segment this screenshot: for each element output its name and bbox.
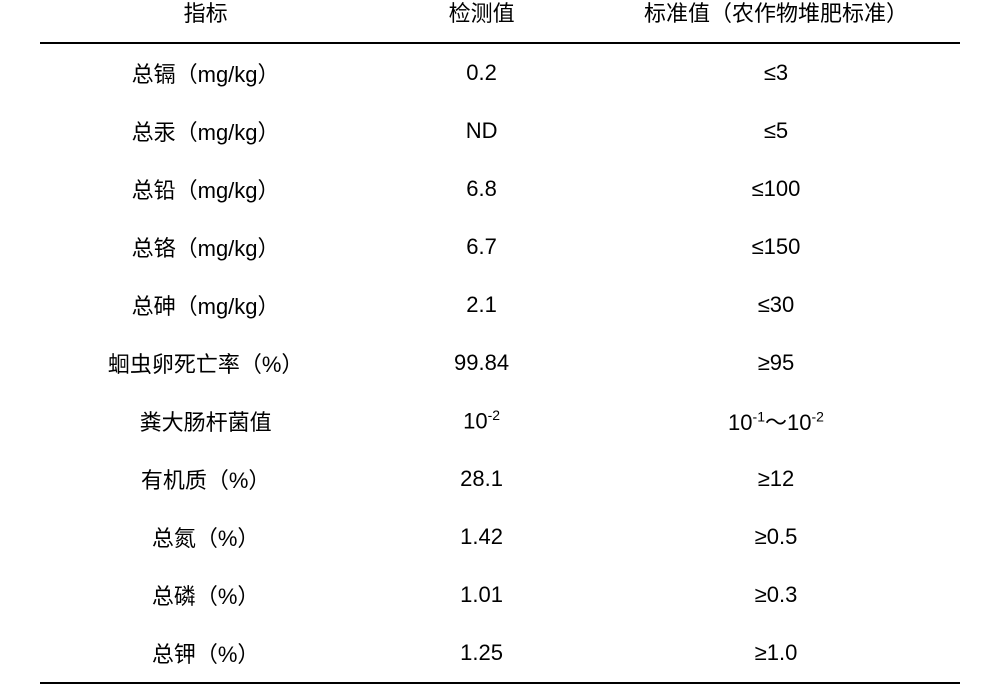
compost-standard-table: 指标 检测值 标准值（农作物堆肥标准） 总镉（mg/kg） 0.2 ≤3 总汞（… bbox=[40, 0, 960, 684]
table-row: 有机质（%） 28.1 ≥12 bbox=[40, 450, 960, 508]
cell-indicator: 总磷（%） bbox=[40, 566, 371, 624]
table-row: 粪大肠杆菌值 10-2 10-1～10-2 bbox=[40, 392, 960, 450]
cell-indicator: 总镉（mg/kg） bbox=[40, 43, 371, 102]
cell-indicator: 蛔虫卵死亡率（%） bbox=[40, 334, 371, 392]
cell-detected: 1.01 bbox=[371, 566, 592, 624]
table-header: 指标 检测值 标准值（农作物堆肥标准） bbox=[40, 0, 960, 43]
column-header-standard: 标准值（农作物堆肥标准） bbox=[592, 0, 960, 43]
cell-standard: ≤150 bbox=[592, 218, 960, 276]
cell-detected: 1.42 bbox=[371, 508, 592, 566]
cell-detected: 99.84 bbox=[371, 334, 592, 392]
table-row: 蛔虫卵死亡率（%） 99.84 ≥95 bbox=[40, 334, 960, 392]
cell-standard: 10-1～10-2 bbox=[592, 392, 960, 450]
cell-detected: 6.8 bbox=[371, 160, 592, 218]
cell-standard: ≤3 bbox=[592, 43, 960, 102]
cell-standard: ≤100 bbox=[592, 160, 960, 218]
column-header-detected: 检测值 bbox=[371, 0, 592, 43]
cell-standard: ≥0.5 bbox=[592, 508, 960, 566]
cell-standard: ≤5 bbox=[592, 102, 960, 160]
table-row: 总汞（mg/kg） ND ≤5 bbox=[40, 102, 960, 160]
table-row: 总钾（%） 1.25 ≥1.0 bbox=[40, 624, 960, 683]
cell-standard: ≥0.3 bbox=[592, 566, 960, 624]
cell-indicator: 总铅（mg/kg） bbox=[40, 160, 371, 218]
cell-indicator: 总钾（%） bbox=[40, 624, 371, 683]
column-header-indicator: 指标 bbox=[40, 0, 371, 43]
cell-indicator: 粪大肠杆菌值 bbox=[40, 392, 371, 450]
cell-standard: ≥1.0 bbox=[592, 624, 960, 683]
cell-detected: 28.1 bbox=[371, 450, 592, 508]
cell-detected: 6.7 bbox=[371, 218, 592, 276]
table-row: 总铅（mg/kg） 6.8 ≤100 bbox=[40, 160, 960, 218]
cell-indicator: 总砷（mg/kg） bbox=[40, 276, 371, 334]
table-row: 总磷（%） 1.01 ≥0.3 bbox=[40, 566, 960, 624]
cell-standard: ≤30 bbox=[592, 276, 960, 334]
table-header-row: 指标 检测值 标准值（农作物堆肥标准） bbox=[40, 0, 960, 43]
table-container: 指标 检测值 标准值（农作物堆肥标准） 总镉（mg/kg） 0.2 ≤3 总汞（… bbox=[40, 0, 960, 684]
table-row: 总镉（mg/kg） 0.2 ≤3 bbox=[40, 43, 960, 102]
table-row: 总砷（mg/kg） 2.1 ≤30 bbox=[40, 276, 960, 334]
cell-detected: ND bbox=[371, 102, 592, 160]
table-row: 总铬（mg/kg） 6.7 ≤150 bbox=[40, 218, 960, 276]
table-row: 总氮（%） 1.42 ≥0.5 bbox=[40, 508, 960, 566]
cell-detected: 0.2 bbox=[371, 43, 592, 102]
cell-detected: 2.1 bbox=[371, 276, 592, 334]
cell-standard: ≥95 bbox=[592, 334, 960, 392]
cell-standard: ≥12 bbox=[592, 450, 960, 508]
cell-detected: 1.25 bbox=[371, 624, 592, 683]
cell-detected: 10-2 bbox=[371, 392, 592, 450]
cell-indicator: 总氮（%） bbox=[40, 508, 371, 566]
cell-indicator: 有机质（%） bbox=[40, 450, 371, 508]
table-body: 总镉（mg/kg） 0.2 ≤3 总汞（mg/kg） ND ≤5 总铅（mg/k… bbox=[40, 43, 960, 683]
cell-indicator: 总铬（mg/kg） bbox=[40, 218, 371, 276]
cell-indicator: 总汞（mg/kg） bbox=[40, 102, 371, 160]
